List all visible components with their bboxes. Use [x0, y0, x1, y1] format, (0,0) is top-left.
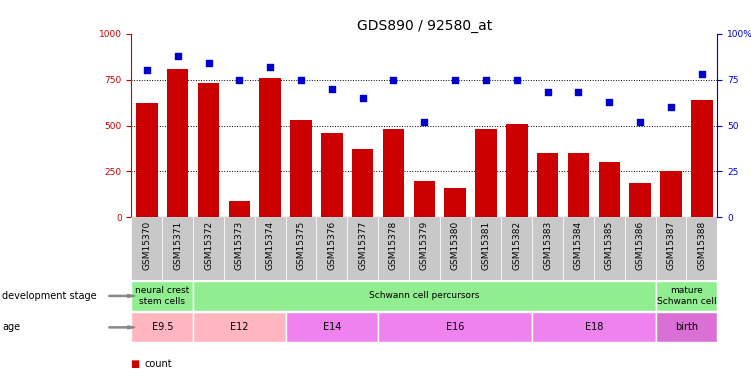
Bar	[131, 281, 193, 311]
Bar	[471, 217, 502, 280]
Bar	[532, 217, 563, 280]
Bar	[193, 281, 656, 311]
Bar	[414, 182, 435, 217]
Bar	[502, 217, 532, 280]
Bar	[352, 149, 373, 217]
Point	[572, 90, 584, 96]
Text: GSM15382: GSM15382	[512, 220, 521, 270]
Point	[264, 64, 276, 70]
Text: E12: E12	[230, 322, 249, 332]
Point	[141, 68, 153, 74]
Point	[357, 95, 369, 101]
Bar	[347, 217, 378, 280]
Text: mature
Schwann cell: mature Schwann cell	[656, 286, 716, 306]
Text: age: age	[2, 322, 20, 332]
Bar	[224, 217, 255, 280]
Text: GSM15371: GSM15371	[173, 220, 182, 270]
Bar	[656, 281, 717, 311]
Text: GSM15384: GSM15384	[574, 220, 583, 270]
Bar	[686, 217, 717, 280]
Bar	[409, 217, 440, 280]
Bar	[321, 133, 342, 217]
Text: GSM15376: GSM15376	[327, 220, 336, 270]
Point	[665, 104, 677, 110]
Text: E9.5: E9.5	[152, 322, 173, 332]
Bar	[656, 217, 686, 280]
Text: E16: E16	[446, 322, 464, 332]
Bar	[285, 217, 316, 280]
Bar	[629, 183, 651, 217]
Text: GSM15374: GSM15374	[266, 220, 275, 270]
Text: GSM15375: GSM15375	[297, 220, 306, 270]
Bar	[285, 312, 378, 342]
Point	[418, 119, 430, 125]
Point	[326, 86, 338, 92]
Text: development stage: development stage	[2, 291, 97, 301]
Point	[480, 76, 492, 82]
Bar	[660, 171, 682, 217]
Point	[234, 76, 246, 82]
Bar	[290, 120, 312, 217]
Bar	[228, 201, 250, 217]
Text: GSM15387: GSM15387	[666, 220, 675, 270]
Bar	[383, 129, 404, 217]
Text: GSM15373: GSM15373	[235, 220, 244, 270]
Bar	[445, 188, 466, 217]
Bar	[656, 312, 717, 342]
Text: GSM15381: GSM15381	[481, 220, 490, 270]
Bar	[378, 217, 409, 280]
Text: GSM15377: GSM15377	[358, 220, 367, 270]
Bar	[316, 217, 347, 280]
Bar	[378, 312, 532, 342]
Text: GSM15385: GSM15385	[605, 220, 614, 270]
Text: GSM15370: GSM15370	[143, 220, 152, 270]
Text: birth: birth	[675, 322, 698, 332]
Bar	[537, 153, 559, 217]
Point	[449, 76, 461, 82]
Point	[388, 76, 400, 82]
Bar	[506, 124, 528, 217]
Text: GSM15372: GSM15372	[204, 220, 213, 270]
Text: neural crest
stem cells: neural crest stem cells	[135, 286, 189, 306]
Text: GSM15383: GSM15383	[543, 220, 552, 270]
Bar	[131, 312, 193, 342]
Point	[634, 119, 646, 125]
Bar	[532, 312, 656, 342]
Bar	[563, 217, 594, 280]
Bar	[131, 217, 162, 280]
Text: E18: E18	[585, 322, 603, 332]
Text: GSM15379: GSM15379	[420, 220, 429, 270]
Bar	[136, 104, 158, 217]
Point	[203, 60, 215, 66]
Text: GSM15386: GSM15386	[635, 220, 644, 270]
Bar	[594, 217, 625, 280]
Bar	[691, 100, 713, 217]
Point	[541, 90, 553, 96]
Title: GDS890 / 92580_at: GDS890 / 92580_at	[357, 19, 492, 33]
Bar	[198, 83, 219, 217]
Bar	[193, 312, 285, 342]
Text: ■: ■	[131, 359, 143, 369]
Point	[511, 76, 523, 82]
Text: GSM15380: GSM15380	[451, 220, 460, 270]
Text: E14: E14	[323, 322, 341, 332]
Bar	[625, 217, 656, 280]
Bar	[193, 217, 224, 280]
Bar	[167, 69, 189, 217]
Text: GSM15378: GSM15378	[389, 220, 398, 270]
Bar	[259, 78, 281, 217]
Bar	[475, 129, 496, 217]
Text: Schwann cell percursors: Schwann cell percursors	[369, 291, 479, 300]
Point	[295, 76, 307, 82]
Bar	[255, 217, 285, 280]
Text: count: count	[145, 359, 173, 369]
Text: GSM15388: GSM15388	[697, 220, 706, 270]
Point	[695, 71, 707, 77]
Bar	[162, 217, 193, 280]
Point	[172, 53, 184, 59]
Point	[603, 99, 615, 105]
Bar	[440, 217, 471, 280]
Bar	[568, 153, 590, 217]
Bar	[599, 162, 620, 217]
